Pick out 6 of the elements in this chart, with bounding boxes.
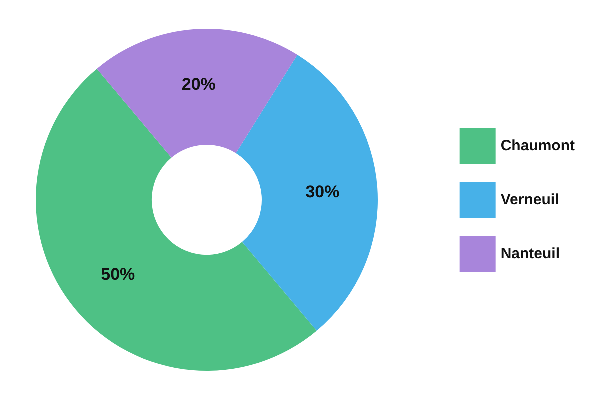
legend-label: Chaumont [500, 138, 576, 154]
data-label: 20% [182, 74, 216, 94]
data-label: 50% [101, 265, 136, 284]
legend-label: Nanteuil [500, 246, 560, 262]
data-label: 30% [306, 182, 340, 202]
legend-label: Verneuil [500, 192, 560, 208]
